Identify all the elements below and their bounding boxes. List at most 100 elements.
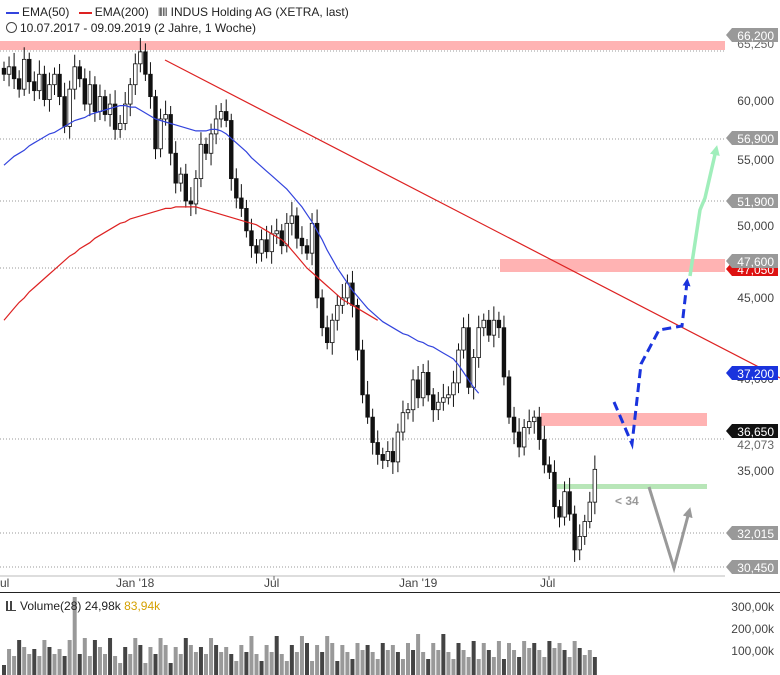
volume-bar bbox=[496, 641, 501, 675]
candle bbox=[532, 416, 537, 423]
candle bbox=[567, 491, 572, 515]
candle bbox=[249, 230, 254, 247]
volume-bar bbox=[168, 663, 173, 675]
candle bbox=[319, 297, 325, 329]
y-tick-label: 60,000 bbox=[737, 94, 774, 108]
volume-bar bbox=[345, 652, 350, 675]
volume-bar bbox=[2, 665, 6, 675]
price-tag-56900: 56,900 bbox=[726, 131, 778, 146]
y-tick-label: 45,000 bbox=[737, 291, 774, 305]
candle bbox=[552, 471, 557, 508]
y-tick-label: 35,000 bbox=[737, 464, 774, 478]
price-label-underlay: 42,073 bbox=[737, 438, 774, 452]
ema50-line bbox=[3, 104, 480, 394]
volume-bar bbox=[400, 659, 405, 675]
candle bbox=[229, 120, 234, 180]
candle bbox=[441, 397, 446, 403]
legend-ema200: EMA(200) bbox=[78, 5, 149, 19]
candle bbox=[193, 178, 199, 205]
volume-bar bbox=[143, 663, 148, 675]
candle bbox=[501, 327, 507, 378]
volume-bar bbox=[108, 638, 113, 675]
candle bbox=[239, 197, 244, 209]
volume-bar bbox=[67, 640, 72, 675]
volume-bar bbox=[441, 634, 446, 675]
volume-tick-label: 200,00k bbox=[731, 622, 775, 636]
volume-bar bbox=[118, 663, 123, 675]
price-tag-30450: 30,450 bbox=[726, 560, 778, 575]
ema200-line bbox=[3, 206, 379, 321]
candle bbox=[148, 73, 153, 98]
candle bbox=[511, 416, 517, 433]
candle bbox=[32, 81, 37, 92]
candle bbox=[102, 96, 108, 115]
volume-bar bbox=[12, 656, 17, 675]
candle bbox=[198, 143, 204, 180]
volume-bar bbox=[113, 656, 118, 675]
candle bbox=[380, 454, 385, 461]
volume-bar bbox=[224, 647, 229, 675]
candle bbox=[461, 327, 466, 351]
candle bbox=[21, 58, 27, 90]
candle bbox=[82, 78, 87, 105]
volume-bar bbox=[138, 645, 143, 675]
candle bbox=[309, 222, 315, 254]
volume-bar bbox=[501, 659, 506, 675]
volume-bar bbox=[456, 643, 461, 675]
candle bbox=[42, 73, 47, 101]
volume-bar bbox=[92, 640, 97, 675]
svg-text:30,450: 30,450 bbox=[737, 561, 774, 575]
x-axis: Jul Jan '18 Jul Jan '19 Jul bbox=[0, 575, 725, 590]
volume-bar bbox=[284, 661, 289, 675]
volume-bar bbox=[542, 657, 547, 675]
candle bbox=[1, 67, 7, 75]
volume-bar bbox=[592, 657, 597, 675]
volume-bar bbox=[355, 643, 360, 675]
candle bbox=[279, 230, 284, 247]
volume-bar bbox=[198, 647, 203, 675]
candle bbox=[516, 431, 522, 448]
price-labels: 65,250 66,200 56,900 51,900 42,073 47,05… bbox=[726, 28, 778, 575]
candle bbox=[158, 118, 163, 150]
volume-bar bbox=[27, 654, 32, 675]
volume-bars bbox=[2, 597, 597, 675]
candle bbox=[456, 349, 461, 384]
volume-bar bbox=[416, 634, 421, 675]
price-tag-42073: 37,200 bbox=[726, 366, 778, 381]
candle bbox=[6, 66, 12, 75]
volume-bar bbox=[274, 636, 279, 675]
volume-bar bbox=[62, 656, 67, 675]
candle bbox=[370, 416, 375, 443]
y-axis: 35,000 40,000 45,000 50,000 55,000 60,00… bbox=[737, 94, 774, 478]
volume-bar bbox=[153, 654, 158, 675]
volume-bar bbox=[214, 645, 219, 675]
volume-bar bbox=[82, 638, 87, 675]
volume-bar bbox=[97, 647, 102, 675]
volume-bar bbox=[491, 657, 496, 675]
candle bbox=[264, 239, 269, 253]
candle bbox=[562, 491, 567, 518]
volume-bar bbox=[219, 652, 224, 675]
candle bbox=[355, 304, 360, 351]
candle bbox=[592, 468, 598, 503]
volume-bar bbox=[264, 645, 269, 675]
candle bbox=[330, 319, 335, 344]
volume-bar bbox=[305, 643, 309, 675]
volume-bar bbox=[451, 659, 456, 675]
volume-bar bbox=[320, 652, 325, 675]
volume-bar bbox=[209, 638, 214, 675]
volume-bar bbox=[380, 643, 385, 675]
candle bbox=[360, 349, 365, 396]
candle bbox=[259, 239, 264, 254]
resistance-zone-top bbox=[0, 41, 725, 50]
x-tick-label: Jan '19 bbox=[399, 576, 438, 590]
candle bbox=[400, 412, 406, 433]
volume-bar bbox=[426, 659, 431, 675]
candle bbox=[410, 379, 416, 411]
candle bbox=[138, 51, 143, 65]
svg-text:32,015: 32,015 bbox=[737, 527, 774, 541]
candle bbox=[188, 200, 194, 205]
volume-bar bbox=[340, 645, 345, 675]
candle bbox=[244, 208, 249, 232]
blue-forecast-arrow bbox=[612, 278, 691, 450]
